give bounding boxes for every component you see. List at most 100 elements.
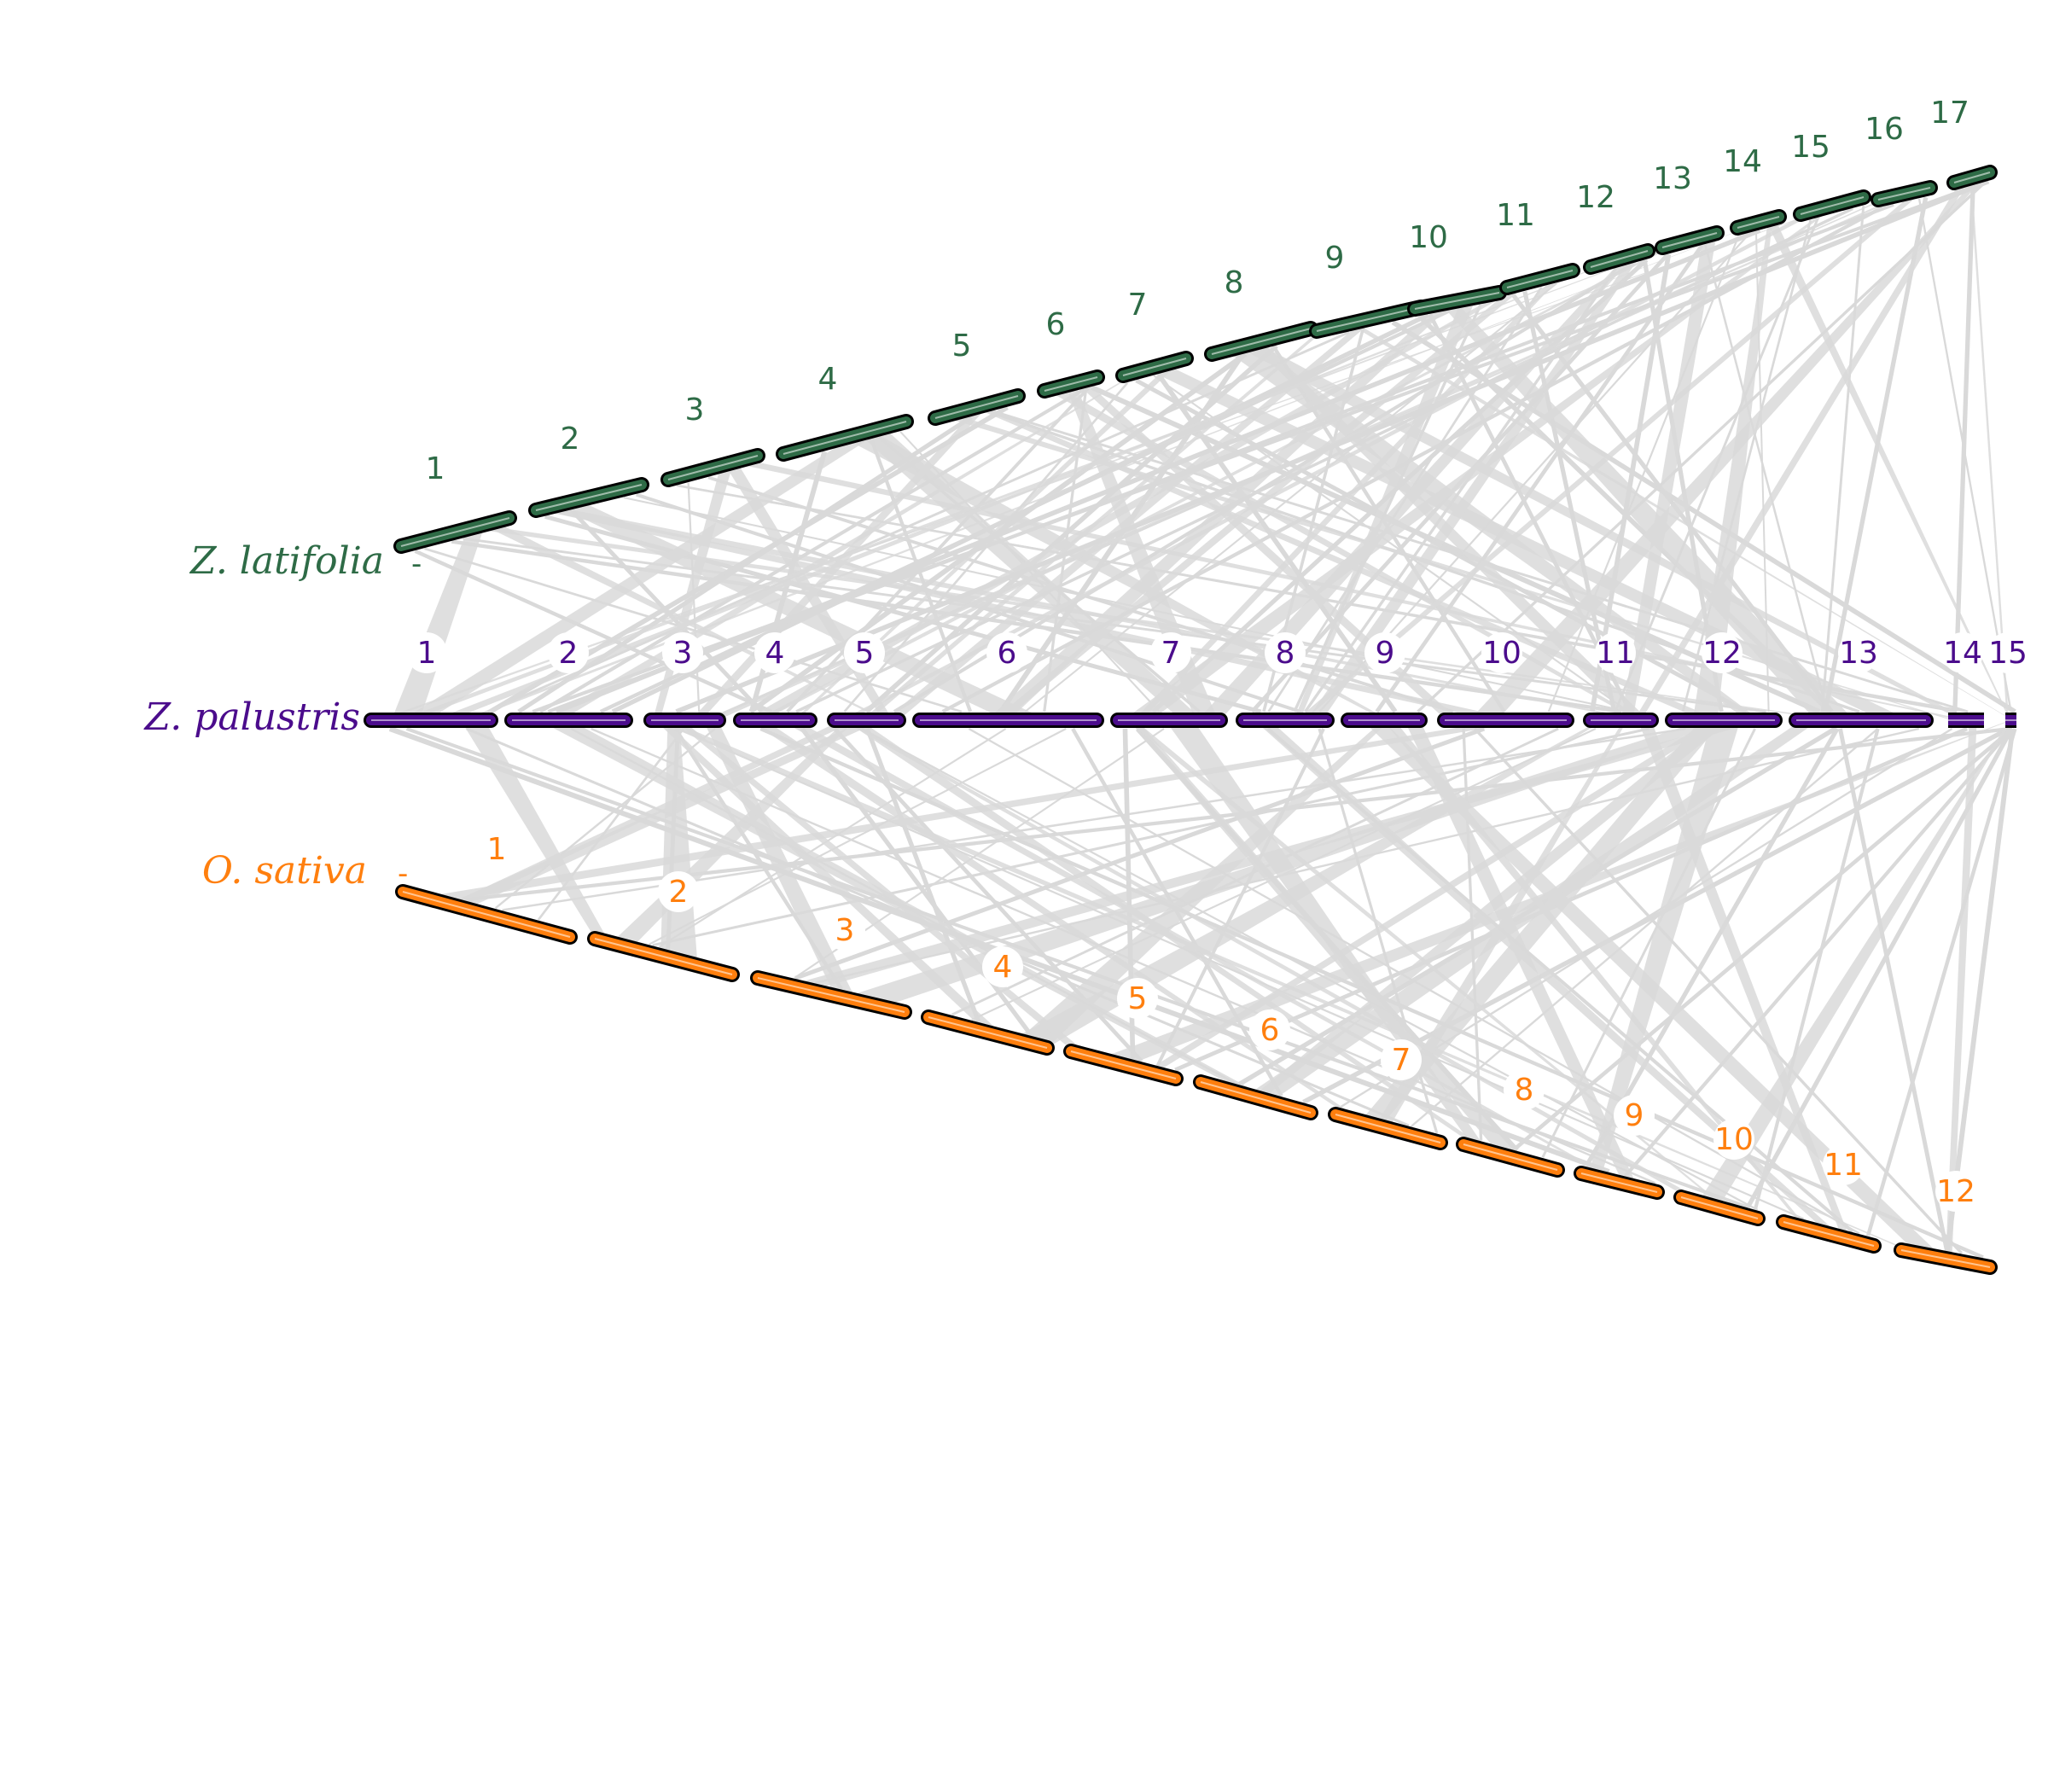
synteny-link bbox=[537, 506, 1646, 720]
synteny-link bbox=[1865, 728, 2017, 1236]
chromosome-os-5-highlight bbox=[1070, 1050, 1177, 1079]
chromosome-label-os-5: 5 bbox=[1128, 981, 1148, 1016]
chromosome-label-zp-12: 12 bbox=[1702, 636, 1742, 671]
chromosome-label-zp-5: 5 bbox=[855, 636, 875, 671]
synteny-link bbox=[1588, 720, 1741, 1178]
synteny-link bbox=[433, 258, 1622, 720]
synteny-link bbox=[414, 549, 773, 714]
chromosome-label-halo bbox=[1713, 1119, 1754, 1160]
chromosome-label-halo bbox=[1942, 632, 1983, 673]
synteny-link bbox=[1017, 720, 1390, 1048]
synteny-link bbox=[649, 728, 1067, 945]
chromosome-zl-17-highlight bbox=[1953, 172, 1991, 183]
chromosome-label-halo bbox=[658, 871, 699, 912]
synteny-link bbox=[841, 207, 1828, 720]
chromosome-label-halo bbox=[1381, 1039, 1422, 1080]
synteny-link bbox=[1146, 720, 1723, 1073]
synteny-link bbox=[424, 547, 963, 713]
chromosome-zl-9-highlight bbox=[1316, 306, 1422, 332]
chromosome-zl-1-highlight bbox=[400, 517, 510, 547]
synteny-link bbox=[1417, 181, 1987, 713]
chromosome-label-zl-13: 13 bbox=[1653, 161, 1692, 196]
chromosome-label-halo bbox=[1823, 1144, 1864, 1185]
chromosome-label-zp-4: 4 bbox=[765, 636, 785, 671]
chromosome-os-12-highlight bbox=[1900, 1249, 1991, 1268]
chromosome-label-zp-11: 11 bbox=[1596, 636, 1635, 671]
chromosome-label-os-1: 1 bbox=[487, 832, 507, 867]
synteny-link bbox=[547, 202, 1894, 713]
chromosome-label-zp-2: 2 bbox=[559, 636, 579, 671]
chromosome-label-os-11: 11 bbox=[1824, 1148, 1863, 1183]
chromosome-label-halo bbox=[982, 946, 1023, 987]
synteny-link bbox=[401, 426, 890, 720]
synteny-link bbox=[1362, 720, 1944, 1259]
synteny-link bbox=[794, 726, 1486, 980]
synteny-link bbox=[861, 728, 1759, 1211]
chromosome-label-zl-15: 15 bbox=[1791, 130, 1830, 165]
chromosome-label-zp-1: 1 bbox=[417, 636, 437, 671]
synteny-link bbox=[1155, 728, 1325, 1067]
synteny-link bbox=[1820, 205, 1865, 713]
chromosome-os-10-highlight bbox=[1680, 1196, 1759, 1219]
chromosome-os-7-highlight bbox=[1335, 1114, 1441, 1143]
synteny-link bbox=[1638, 720, 1851, 1240]
chromosome-label-zl-12: 12 bbox=[1576, 180, 1615, 215]
chromosome-label-os-8: 8 bbox=[1515, 1073, 1534, 1108]
synteny-link bbox=[1584, 727, 1840, 1167]
chromosome-label-zl-11: 11 bbox=[1496, 198, 1535, 233]
chromosome-label-os-10: 10 bbox=[1714, 1122, 1754, 1157]
chromosome-zl-2-highlight bbox=[535, 484, 643, 511]
chromosome-label-halo bbox=[824, 910, 865, 951]
synteny-link bbox=[1295, 189, 1927, 721]
chromosome-label-os-12: 12 bbox=[1936, 1174, 1975, 1209]
chromosome-label-halo bbox=[476, 829, 517, 870]
synteny-link bbox=[1391, 320, 2016, 714]
chromosome-label-zp-10: 10 bbox=[1482, 636, 1521, 671]
chromosome-label-zl-3: 3 bbox=[685, 393, 705, 428]
chromosome-os-2-highlight bbox=[594, 938, 733, 975]
chromosome-label-zl-8: 8 bbox=[1225, 265, 1244, 300]
synteny-link bbox=[1952, 185, 1975, 713]
chromosome-label-zl-9: 9 bbox=[1325, 241, 1345, 276]
synteny-link bbox=[1547, 236, 1740, 713]
chromosome-label-zl-6: 6 bbox=[1046, 307, 1066, 342]
chromosome-label-zp-6: 6 bbox=[998, 636, 1017, 671]
chromosome-tracks bbox=[364, 165, 2016, 1275]
chromosome-label-halo bbox=[548, 632, 589, 673]
chromosome-zl-12-highlight bbox=[1590, 250, 1649, 268]
synteny-link bbox=[899, 431, 1161, 713]
chromosome-label-os-3: 3 bbox=[835, 913, 855, 948]
synteny-link bbox=[678, 727, 1805, 1220]
synteny-link bbox=[1135, 727, 1519, 1153]
chromosome-os-9-highlight bbox=[1580, 1172, 1658, 1193]
chromosome-label-halo bbox=[1838, 632, 1879, 673]
chromosome-label-zp-9: 9 bbox=[1376, 636, 1395, 671]
synteny-link bbox=[537, 728, 685, 921]
synteny-link bbox=[538, 387, 1086, 713]
synteny-link bbox=[460, 720, 610, 943]
synteny-link bbox=[1318, 232, 1751, 713]
chromosome-label-os-4: 4 bbox=[993, 950, 1013, 985]
chromosome-label-zl-16: 16 bbox=[1865, 112, 1904, 147]
chromosome-zl-11-highlight bbox=[1506, 270, 1574, 288]
chromosome-zl-15-highlight bbox=[1800, 196, 1865, 215]
chromosome-label-os-6: 6 bbox=[1260, 1013, 1280, 1048]
chromosome-label-zp-13: 13 bbox=[1839, 636, 1878, 671]
chromosome-zl-7-highlight bbox=[1122, 358, 1187, 376]
chromosome-label-os-9: 9 bbox=[1625, 1098, 1644, 1133]
synteny-link bbox=[1473, 727, 1963, 1254]
synteny-link bbox=[1071, 727, 1283, 1097]
chromosome-zl-16-highlight bbox=[1877, 187, 1931, 201]
synteny-link bbox=[1375, 244, 1704, 713]
chromosome-os-1-highlight bbox=[402, 891, 571, 938]
synteny-link bbox=[1969, 177, 2010, 720]
chromosome-label-zp-8: 8 bbox=[1276, 636, 1295, 671]
synteny-link bbox=[941, 205, 1884, 713]
chromosome-label-zl-2: 2 bbox=[561, 422, 580, 457]
species-label-zp: Z. palustris bbox=[143, 695, 360, 739]
chromosome-label-os-2: 2 bbox=[669, 875, 689, 910]
synteny-link bbox=[1946, 720, 1977, 1260]
synteny-link bbox=[502, 727, 1686, 911]
